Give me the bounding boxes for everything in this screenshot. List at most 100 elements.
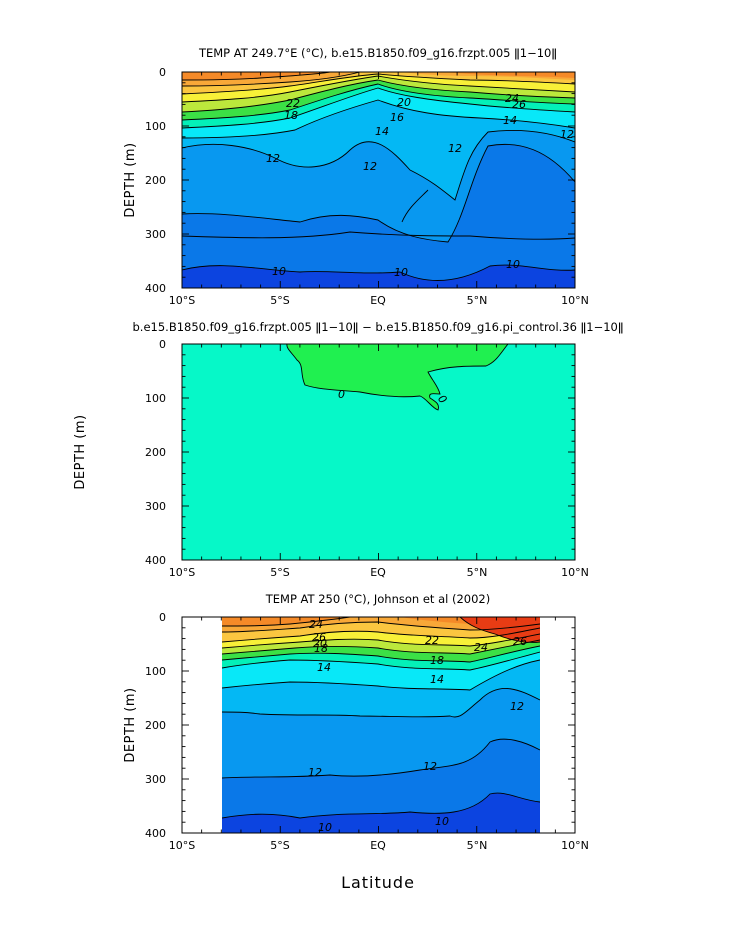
y-tick-label: 200 <box>145 174 166 187</box>
contour-line <box>182 79 575 113</box>
x-tick-label: EQ <box>370 566 386 579</box>
x-axis-label: Latitude <box>341 873 415 892</box>
contour-label: 0 <box>338 388 345 401</box>
y-tick-label: 100 <box>145 392 166 405</box>
contour-label: 12 <box>560 128 574 141</box>
contour-line <box>222 617 351 627</box>
panel1-title: TEMP AT 249.7°E (°C), b.e15.B1850.f09_g1… <box>198 46 557 60</box>
contour-line <box>222 627 540 643</box>
contour-line <box>222 659 540 691</box>
panel-model-temperature: TEMP AT 249.7°E (°C), b.e15.B1850.f09_g1… <box>123 46 589 307</box>
y-tick-label: 300 <box>145 228 166 241</box>
panel1-ticks <box>181 71 576 289</box>
panel-observed-temperature: TEMP AT 250 (°C), Johnson et al (2002) <box>123 592 589 892</box>
contour-label: 10 <box>318 821 332 834</box>
contour-line <box>182 143 575 243</box>
y-tick-label: 400 <box>145 282 166 295</box>
fill-level-22 <box>440 72 575 78</box>
contour-line <box>182 83 575 121</box>
x-tick-label: 5°S <box>270 839 289 852</box>
contour-line <box>222 633 540 649</box>
panel3-contour-lines <box>222 617 540 819</box>
y-tick-label: 100 <box>145 120 166 133</box>
panel3-title: TEMP AT 250 (°C), Johnson et al (2002) <box>265 592 490 606</box>
contour-label: 12 <box>308 766 322 779</box>
fill-positive <box>286 344 508 410</box>
contour-label: 10 <box>272 265 286 278</box>
contour-label: 18 <box>430 654 444 667</box>
x-tick-label: EQ <box>370 839 386 852</box>
contour-line <box>222 792 540 819</box>
x-tick-label: 5°N <box>467 294 488 307</box>
y-tick-label: 0 <box>159 66 166 79</box>
contour-label: 18 <box>314 642 328 655</box>
panel2-filled-contours <box>182 344 575 560</box>
panel1-tick-labels: 10°S 5°S EQ 5°N 10°N 0 100 200 300 400 <box>145 66 589 307</box>
contour-label: 14 <box>430 673 444 686</box>
contour-label: 14 <box>503 114 517 127</box>
y-tick-label: 100 <box>145 665 166 678</box>
contour-line <box>182 87 575 129</box>
contour-label: 14 <box>317 661 331 674</box>
y-tick-label: 0 <box>159 611 166 624</box>
contour-line <box>182 72 361 87</box>
contour-label: 12 <box>363 160 377 173</box>
panel2-tick-labels: 10°S 5°S EQ 5°N 10°N 0 100 200 300 400 <box>145 338 589 579</box>
fill-level-21 <box>182 72 330 80</box>
contour-line <box>182 264 575 281</box>
x-tick-label: 10°S <box>169 294 195 307</box>
y-tick-label: 300 <box>145 773 166 786</box>
contour-line <box>182 130 575 201</box>
contour-line <box>222 688 540 718</box>
y-tick-label: 200 <box>145 446 166 459</box>
x-tick-label: 5°N <box>467 839 488 852</box>
y-tick-label: 400 <box>145 827 166 840</box>
x-tick-label: EQ <box>370 294 386 307</box>
panel1-contour-lines <box>182 72 575 281</box>
fill-level-20 <box>222 617 350 626</box>
contour-label: 26 <box>513 635 527 648</box>
contour-label: 12 <box>266 152 280 165</box>
x-tick-label: 10°N <box>561 294 589 307</box>
contour-line <box>182 73 575 95</box>
contour-line <box>182 99 575 139</box>
x-tick-label: 10°S <box>169 839 195 852</box>
contour-line <box>459 617 540 643</box>
contour-label: 24 <box>309 618 323 631</box>
panel1-contour-labels: 22 20 18 16 14 12 12 12 12 10 10 10 24 2… <box>266 92 574 279</box>
contour-label: 12 <box>448 142 462 155</box>
contour-label: 24 <box>474 641 488 654</box>
panel3-y-axis-label: DEPTH (m) <box>123 687 138 762</box>
x-tick-label: 10°N <box>561 566 589 579</box>
contour-label: 16 <box>390 111 404 124</box>
contour-label: 22 <box>286 97 300 110</box>
contour-line <box>286 344 509 411</box>
y-tick-label: 400 <box>145 554 166 567</box>
fill-level-22 <box>460 617 540 643</box>
x-tick-label: 5°S <box>270 566 289 579</box>
panel-difference: b.e15.B1850.f09_g16.frzpt.005 ǁ1−10ǁ − b… <box>73 320 624 579</box>
contour-label: 26 <box>312 631 326 644</box>
y-tick-label: 300 <box>145 500 166 513</box>
contour-line <box>222 645 540 663</box>
contour-label: 12 <box>423 760 437 773</box>
panel3-tick-labels: 10°S 5°S EQ 5°N 10°N 0 100 200 300 400 <box>145 611 589 852</box>
x-tick-label: 5°N <box>467 566 488 579</box>
panel2-title: b.e15.B1850.f09_g16.frzpt.005 ǁ1−10ǁ − b… <box>133 320 624 334</box>
panel2-contour-lines <box>286 344 509 411</box>
x-tick-label: 10°S <box>169 566 195 579</box>
x-tick-label: 5°S <box>270 294 289 307</box>
contour-label: 10 <box>394 266 408 279</box>
contour-line <box>222 651 540 671</box>
contour-line <box>401 189 429 223</box>
panel2-y-axis-label: DEPTH (m) <box>73 414 88 489</box>
panel3-contour-labels: 24 26 20 18 22 18 24 26 14 14 12 12 12 1… <box>308 618 527 834</box>
contour-line <box>182 231 575 240</box>
panel1-y-axis-label: DEPTH (m) <box>123 142 138 217</box>
panel3-ticks <box>181 616 576 834</box>
contour-label: 20 <box>397 96 411 109</box>
contour-label: 14 <box>375 125 389 138</box>
contour-label: 18 <box>284 109 298 122</box>
contour-label: 26 <box>512 98 526 111</box>
contour-label: 24 <box>505 92 519 105</box>
